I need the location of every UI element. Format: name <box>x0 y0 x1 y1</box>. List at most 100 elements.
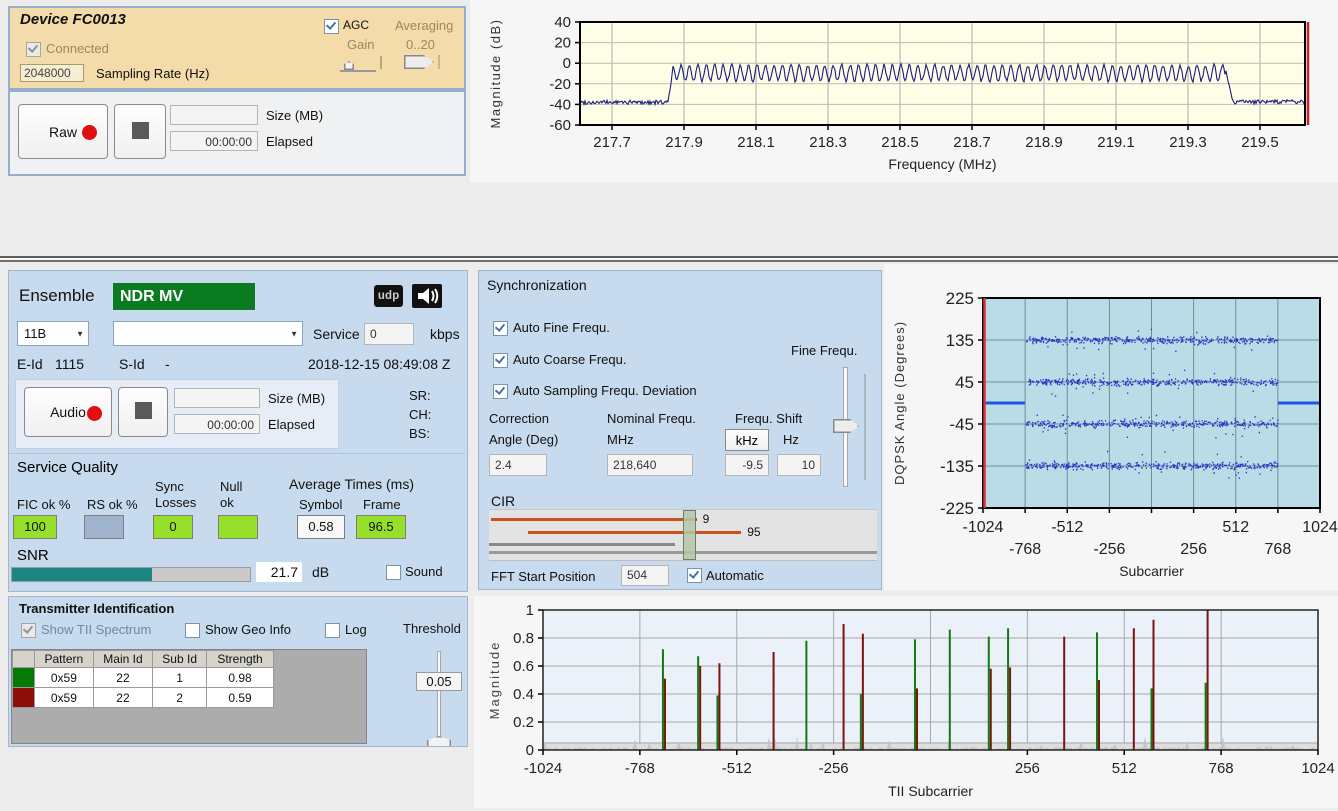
svg-text:225: 225 <box>946 289 974 308</box>
fft-start-field[interactable]: 504 <box>621 565 669 586</box>
table-row[interactable]: 0x592220.59 <box>13 688 274 708</box>
device-title: Device FC0013 <box>20 11 126 28</box>
svg-text:0: 0 <box>526 742 534 759</box>
khz-button[interactable]: kHz <box>725 429 769 451</box>
svg-text:-1024: -1024 <box>963 519 1004 536</box>
table-cell: 0x59 <box>35 668 94 688</box>
table-cell: 22 <box>93 668 153 688</box>
log-checkbox[interactable] <box>325 623 340 638</box>
svg-text:512: 512 <box>1112 760 1137 777</box>
automatic-checkbox[interactable] <box>687 568 702 583</box>
raw-elapsed-field: 00:00:00 <box>170 131 258 151</box>
audio-elapsed-label: Elapsed <box>268 417 315 432</box>
svg-text:TII Subcarrier: TII Subcarrier <box>888 783 973 799</box>
show-tii-spectrum-checkbox <box>21 623 36 638</box>
svg-text:40: 40 <box>554 14 571 31</box>
cir-position-handle[interactable] <box>683 510 696 560</box>
device-panel: Device FC0013 AGC Averaging Gain 0..20 C… <box>8 6 466 174</box>
eid-label: E-Id <box>17 356 43 372</box>
svg-text:Subcarrier: Subcarrier <box>1119 563 1184 579</box>
tii-spectrum-chart: 10.80.60.40.20-1024-768-512-256256512768… <box>474 596 1338 808</box>
raw-record-box: Raw Size (MB) 00:00:00 Elapsed <box>8 90 466 176</box>
cir-peak-bar <box>491 518 697 521</box>
audio-stop-button[interactable] <box>118 387 168 437</box>
speaker-icon[interactable] <box>412 284 442 308</box>
dqpsk-chart-panel: 22513545-45-135-225-1024-5125121024-768-… <box>884 264 1338 590</box>
fine-freq-slider-scale <box>864 374 866 480</box>
table-cell: 0.59 <box>207 688 274 708</box>
audio-record-button[interactable]: Audio <box>24 387 112 437</box>
cir-peak-label: 9 <box>703 512 710 526</box>
svg-text:135: 135 <box>946 331 974 350</box>
svg-text:Magnitude (dB): Magnitude (dB) <box>488 19 503 129</box>
sync-losses-label2: Losses <box>155 495 196 510</box>
threshold-slider-thumb[interactable] <box>427 736 451 747</box>
tii-title: Transmitter Identification <box>19 601 174 616</box>
tii-table-container: PatternMain IdSub IdStrength0x592210.980… <box>11 649 367 744</box>
service-label: Service <box>313 326 360 342</box>
column-header: Strength <box>207 651 274 668</box>
column-header: Sub Id <box>153 651 207 668</box>
svg-text:-256: -256 <box>1093 541 1125 558</box>
cir-peak-label: 95 <box>747 525 760 539</box>
eid-value: 1115 <box>55 356 84 372</box>
log-label: Log <box>345 622 367 637</box>
svg-text:1024: 1024 <box>1301 760 1334 777</box>
nominal-freq-label1: Nominal Frequ. <box>607 411 696 426</box>
cir-peak-bar <box>528 531 741 534</box>
svg-text:219.1: 219.1 <box>1097 134 1135 151</box>
svg-text:0: 0 <box>563 55 571 72</box>
sid-label: S-Id <box>119 356 145 372</box>
correction-angle-field[interactable]: 2.4 <box>489 454 547 476</box>
channel-combobox[interactable]: 11B▼ <box>17 321 89 346</box>
table-cell: 2 <box>153 688 207 708</box>
svg-text:0.4: 0.4 <box>513 686 534 703</box>
svg-text:0.8: 0.8 <box>513 630 534 647</box>
auto-sampling-freq-label: Auto Sampling Frequ. Deviation <box>513 383 697 398</box>
raw-stop-button[interactable] <box>114 104 166 159</box>
svg-text:-60: -60 <box>549 117 571 134</box>
threshold-slider-track[interactable] <box>437 651 441 746</box>
audio-size-field <box>174 388 260 408</box>
agc-checkbox[interactable] <box>324 19 339 34</box>
fine-freq-slider-thumb[interactable] <box>833 419 859 433</box>
column-header: Main Id <box>93 651 153 668</box>
svg-text:512: 512 <box>1222 519 1249 536</box>
show-geo-info-checkbox[interactable] <box>185 623 200 638</box>
svg-text:-20: -20 <box>549 76 571 93</box>
window-splitter[interactable] <box>0 256 1338 262</box>
auto-sampling-freq-checkbox[interactable] <box>493 384 508 399</box>
svg-text:218.9: 218.9 <box>1025 134 1063 151</box>
ensemble-name: NDR MV <box>113 283 255 310</box>
nominal-freq-field[interactable]: 218,640 <box>607 454 693 476</box>
sound-checkbox[interactable] <box>386 565 401 580</box>
show-tii-spectrum-label: Show TII Spectrum <box>41 622 151 637</box>
auto-fine-freq-checkbox[interactable] <box>493 321 508 336</box>
frame-value: 96.5 <box>356 515 406 539</box>
service-combobox[interactable]: ▼ <box>113 321 303 346</box>
gain-slider[interactable] <box>340 58 376 72</box>
timestamp: 2018-12-15 08:49:08 Z <box>308 356 450 372</box>
fic-value: 100 <box>13 515 57 539</box>
svg-text:1: 1 <box>526 602 534 619</box>
record-icon <box>82 125 97 140</box>
connected-label: Connected <box>46 41 109 56</box>
raw-record-button[interactable]: Raw <box>18 104 108 159</box>
khz-shift-field[interactable]: -9.5 <box>725 454 769 476</box>
svg-text:0.2: 0.2 <box>513 714 534 731</box>
sampling-rate-field[interactable]: 2048000 <box>20 64 84 82</box>
auto-coarse-freq-checkbox[interactable] <box>493 353 508 368</box>
tii-table[interactable]: PatternMain IdSub IdStrength0x592210.980… <box>12 650 274 708</box>
threshold-value[interactable]: 0.05 <box>416 672 462 691</box>
svg-text:45: 45 <box>955 373 974 392</box>
hz-label: Hz <box>783 432 799 447</box>
ch-label: CH: <box>409 407 431 422</box>
svg-text:219.3: 219.3 <box>1169 134 1207 151</box>
averaging-slider-thumb[interactable] <box>404 55 434 69</box>
fft-start-label: FFT Start Position <box>491 569 596 584</box>
udp-badge[interactable]: udp <box>374 285 403 307</box>
threshold-label: Threshold <box>403 621 461 636</box>
table-row[interactable]: 0x592210.98 <box>13 668 274 688</box>
hz-shift-field[interactable]: 10 <box>777 454 821 476</box>
gain-slider-thumb[interactable] <box>344 61 354 70</box>
